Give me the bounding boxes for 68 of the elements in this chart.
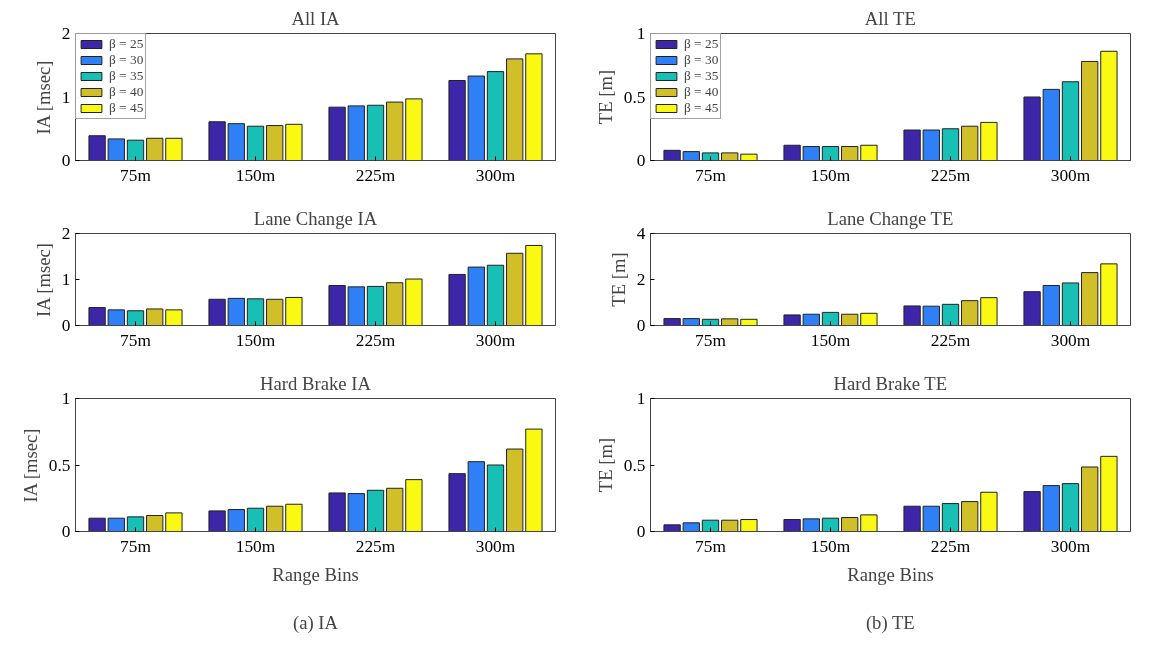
x-tick-label: 300m — [1050, 536, 1091, 556]
x-tick-label: 300m — [1050, 165, 1091, 185]
y-tick-label: 1 — [61, 270, 71, 289]
text: (a) IA — [292, 612, 339, 634]
y-axis-title: TE [m] — [607, 252, 629, 307]
y-axis-title: IA [msec] — [32, 242, 54, 318]
chart-title: All IA — [291, 7, 341, 29]
chart-title: All TE — [864, 7, 916, 29]
legend-label: β = 35 — [109, 68, 144, 84]
legend-label: β = 30 — [684, 52, 719, 68]
x-axis-title: Range Bins — [847, 563, 934, 585]
y-tick-label: 0 — [636, 316, 646, 335]
x-tick-label: 75m — [120, 536, 152, 556]
x-tick-label: 75m — [695, 536, 727, 556]
x-axis-title: Range Bins — [272, 563, 359, 585]
x-tick-label: 150m — [810, 536, 851, 556]
x-tick-label: 75m — [120, 165, 152, 185]
y-tick-label: 0 — [636, 522, 646, 541]
x-tick-label: 75m — [695, 165, 727, 185]
y-axis-title: IA [msec] — [32, 60, 54, 135]
x-tick-label: 150m — [235, 330, 276, 350]
x-tick-label: 225m — [930, 536, 971, 556]
y-tick-label: 2 — [61, 224, 71, 243]
y-tick-label: 0 — [61, 316, 71, 335]
x-tick-label: 225m — [930, 165, 971, 185]
legend-label: β = 25 — [684, 36, 719, 52]
legend-label: β = 30 — [109, 52, 144, 68]
y-tick-label: 0.5 — [48, 455, 71, 475]
y-tick-label: 1 — [636, 389, 646, 408]
chart-title: Hard Brake TE — [833, 372, 948, 394]
y-tick-label: 0 — [61, 522, 71, 541]
x-tick-label: 150m — [235, 165, 276, 185]
x-tick-label: 225m — [355, 165, 396, 185]
x-tick-label: 75m — [695, 330, 727, 350]
y-tick-label: 0.5 — [623, 455, 646, 475]
x-tick-label: 150m — [810, 330, 851, 350]
x-tick-label: 300m — [475, 330, 516, 350]
y-tick-label: 2 — [636, 270, 646, 289]
y-tick-label: 1 — [636, 24, 646, 43]
y-tick-label: 0.5 — [623, 87, 646, 107]
x-tick-label: 300m — [475, 536, 516, 556]
y-tick-label: 2 — [61, 24, 71, 43]
legend-label: β = 40 — [109, 84, 144, 100]
x-tick-label: 300m — [1050, 330, 1091, 350]
y-tick-label: 0 — [636, 151, 646, 170]
x-tick-label: 75m — [120, 330, 152, 350]
x-tick-label: 225m — [355, 330, 396, 350]
x-tick-label: 300m — [475, 165, 516, 185]
x-tick-label: 150m — [235, 536, 276, 556]
legend-label: β = 25 — [109, 36, 144, 52]
y-tick-label: 1 — [61, 87, 71, 107]
x-tick-label: 225m — [930, 330, 971, 350]
y-tick-label: 4 — [636, 224, 646, 243]
x-tick-label: 150m — [810, 165, 851, 185]
legend-label: β = 35 — [684, 68, 719, 84]
chart-title: Lane Change TE — [827, 207, 954, 229]
text: (b) TE — [865, 612, 915, 634]
legend-label: β = 45 — [684, 100, 719, 116]
x-tick-label: 225m — [355, 536, 396, 556]
y-axis-title: IA [msec] — [19, 428, 41, 503]
y-axis-title: TE [m] — [594, 437, 616, 493]
legend-label: β = 45 — [109, 100, 144, 116]
legend-label: β = 40 — [684, 84, 719, 100]
y-tick-label: 0 — [61, 151, 71, 170]
y-axis-title: TE [m] — [594, 69, 616, 125]
chart-title: Lane Change IA — [253, 207, 378, 229]
y-tick-label: 1 — [61, 389, 71, 408]
chart-title: Hard Brake IA — [260, 372, 372, 394]
